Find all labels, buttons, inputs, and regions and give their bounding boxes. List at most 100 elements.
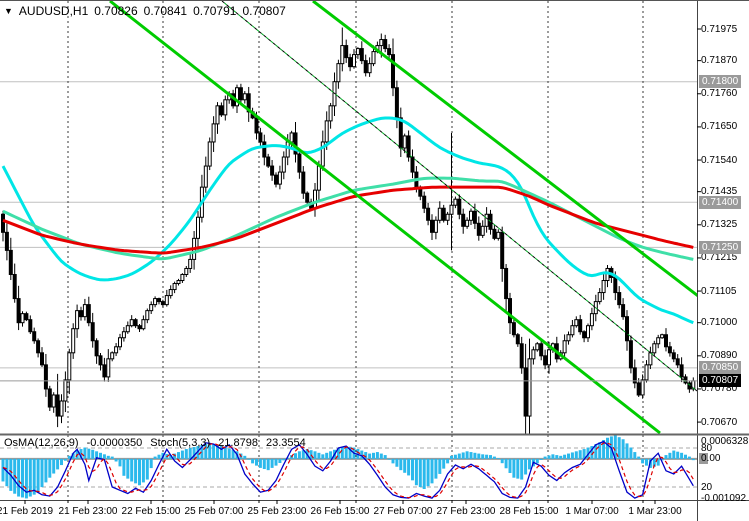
osma-bar: [325, 452, 329, 459]
osma-bar: [691, 458, 695, 461]
osma-bar: [255, 458, 258, 466]
osma-bar: [508, 458, 512, 473]
candle-body: [28, 319, 33, 333]
ma-fast-cyan[interactable]: [1, 116, 694, 325]
osma-bar: [551, 454, 555, 459]
candle-body: [47, 388, 52, 408]
candle-body: [118, 337, 122, 348]
candles[interactable]: [1, 27, 696, 441]
candle-body: [164, 295, 169, 306]
osma-bar: [368, 453, 372, 459]
osma-bar: [134, 458, 138, 484]
price-pane[interactable]: [0, 1, 749, 440]
candle-body: [359, 48, 364, 62]
candle-body: [582, 331, 587, 339]
candle-body: [656, 337, 661, 345]
osma-bar: [407, 458, 411, 476]
candle-body: [336, 63, 341, 83]
candle-body: [504, 267, 509, 300]
osma-bar: [321, 454, 325, 459]
osma-bar: [664, 455, 668, 459]
candle-body: [215, 105, 220, 125]
osma-bar: [212, 443, 216, 459]
osma-bar: [63, 458, 67, 461]
candle-body: [153, 298, 158, 306]
osma-bar: [126, 458, 130, 479]
candle-body: [570, 325, 575, 336]
osma-bar: [411, 458, 414, 481]
osma-bar: [204, 444, 208, 459]
candle-body: [679, 364, 684, 378]
osma-bar: [184, 449, 188, 459]
candle-body: [433, 219, 438, 233]
osma-bar: [114, 458, 118, 462]
candle-body: [90, 322, 95, 342]
osma-bar: [32, 458, 36, 495]
chart-dropdown-icon[interactable]: ▼: [4, 6, 13, 16]
ohlc-low: 0.70791: [193, 4, 237, 18]
indicator-header: OsMA(12,26,9) -0.0000350 Stoch(5,3,3) 21…: [4, 437, 306, 449]
indicator-pane[interactable]: [0, 435, 697, 500]
osma-bar: [188, 448, 192, 459]
candle-body: [145, 310, 150, 321]
candle-body: [98, 355, 103, 366]
osma-bar: [594, 444, 598, 459]
time-axis-label: 1 Mar 07:00: [565, 506, 619, 517]
candle-body: [437, 207, 442, 221]
candle-body: [660, 334, 665, 339]
osma-min-label: -0.001092: [701, 492, 747, 504]
osma-bar: [656, 458, 660, 466]
osma-bar: [512, 458, 516, 478]
candle-body: [426, 207, 431, 221]
channel-line-right[interactable]: [312, 1, 749, 335]
price-tick-label: 0.71105: [701, 285, 737, 297]
candle-body: [640, 379, 645, 396]
candle-body: [86, 304, 91, 324]
osma-bar: [504, 458, 508, 469]
candle-body: [8, 249, 13, 275]
osma-bar: [555, 455, 559, 459]
candle-body: [196, 216, 200, 239]
osma-bar: [524, 458, 528, 475]
candle-body: [289, 132, 294, 143]
candle-body: [387, 48, 392, 56]
osma-bar: [633, 452, 637, 459]
candle-body: [352, 54, 356, 68]
level-price-badge: 0.70850: [699, 361, 742, 375]
candle-body: [664, 334, 668, 348]
osma-bar: [247, 458, 251, 460]
osma-bar: [258, 458, 262, 468]
osma-bar: [56, 458, 60, 470]
osma-bar: [461, 452, 465, 459]
candle-body: [344, 45, 349, 59]
osma-bar: [71, 453, 75, 459]
candle-body: [313, 189, 317, 209]
trendline-dashed[interactable]: [221, 1, 697, 392]
osma-bar: [106, 455, 110, 459]
candle-body: [180, 273, 185, 282]
osma-bar: [453, 454, 457, 459]
time-axis-label: 1 Mar 23:00: [628, 506, 682, 517]
stoch-d-line: [2, 442, 694, 499]
osma-bar: [196, 446, 200, 459]
candle-body: [254, 117, 259, 134]
candle-body: [266, 156, 271, 167]
candle-body: [258, 132, 263, 143]
candle-body: [445, 213, 450, 221]
candle-body: [574, 319, 579, 327]
osma-bar: [465, 451, 469, 459]
price-tick-label: 0.71325: [701, 219, 738, 231]
ohlc-high: 0.70841: [143, 4, 188, 18]
ma-slow-red[interactable]: [2, 185, 694, 255]
price-tick-label: 0.70890: [701, 350, 738, 362]
candle-body: [480, 225, 485, 236]
osma-bar: [395, 458, 399, 467]
candle-body: [102, 364, 107, 378]
osma-bar: [177, 452, 180, 459]
channel-line-left[interactable]: [109, 1, 661, 434]
osma-bar: [528, 458, 531, 470]
osma-bar: [434, 458, 438, 479]
candle-body: [24, 313, 29, 321]
candle-body: [328, 105, 333, 122]
